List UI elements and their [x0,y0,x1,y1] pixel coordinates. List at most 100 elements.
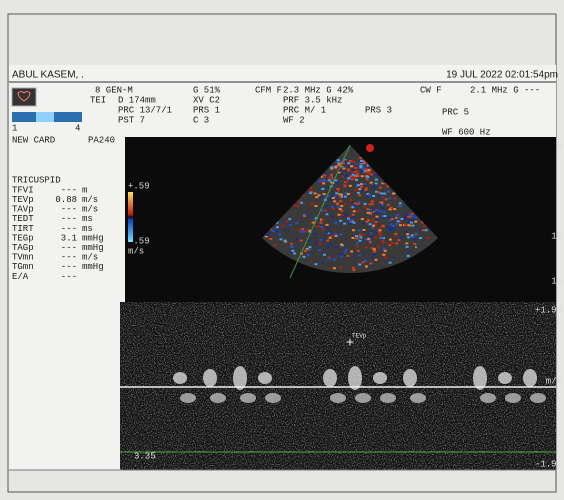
flow-pixel [403,216,407,219]
flow-pixel [356,210,360,213]
flow-pixel [416,245,420,248]
setting: WF 600 Hz [442,127,491,137]
flow-pixel [271,230,275,232]
flow-pixel [347,165,351,168]
flow-pixel [346,168,350,171]
flow-pixel [362,222,366,225]
flow-pixel [308,229,311,232]
flow-pixel [332,258,336,261]
flow-pixel [341,162,345,165]
setting: XV C2 [193,95,220,105]
flow-pixel [313,218,317,221]
measure-value: 3.1 [61,233,77,243]
flow-pixel [357,200,361,203]
flow-pixel [334,201,338,204]
measure-unit: ms [82,224,93,234]
flow-pixel [339,200,343,203]
flow-pixel [275,230,279,233]
flow-pixel [424,229,428,232]
flow-pixel [352,221,356,224]
flow-pixel [296,205,300,208]
flow-pixel [324,239,328,242]
flow-pixel [349,219,353,222]
flow-pixel [339,219,343,222]
measure-unit: mmHg [82,233,104,243]
flow-pixel [339,160,343,163]
flow-pixel [374,223,378,226]
flow-pixel [363,205,367,208]
flow-pixel [365,265,368,268]
flow-pixel [421,229,425,232]
flow-pixel [335,168,339,171]
flow-pixel [369,232,373,235]
flow-pixel [368,194,371,197]
flow-pixel [329,181,333,183]
flow-pixel [327,179,331,182]
flow-pixel [355,245,359,248]
color-top: +.59 [128,181,150,191]
flow-pixel [339,266,343,269]
flow-pixel [309,192,313,195]
flow-pixel [338,196,342,199]
flow-pixel [340,165,344,168]
flow-pixel [407,250,411,253]
flow-pixel [330,167,334,170]
measure-value: --- [61,214,77,224]
flow-pixel [340,209,344,212]
flow-pixel [363,168,367,171]
flow-pixel [321,209,325,212]
flow-pixel [351,237,355,239]
setting: C 3 [193,115,209,125]
flow-pixel [367,219,371,222]
flow-pixel [387,215,391,218]
flow-pixel [274,243,278,246]
flow-pixel [419,237,423,240]
flow-pixel [371,226,375,229]
flow-pixel [283,239,287,242]
flow-pixel [388,261,392,264]
patient-name: ABUL KASEM, . [12,70,84,81]
flow-pixel [388,244,392,247]
flow-pixel [356,202,360,205]
flow-pixel [334,235,338,237]
flow-pixel [413,243,417,245]
flow-pixel [288,218,292,221]
flow-pixel [391,224,395,227]
flow-pixel [385,183,389,185]
flow-pixel [327,198,331,201]
flow-pixel [341,175,345,178]
flow-pixel [342,167,346,170]
flow-pixel [411,224,415,227]
flow-envelope [480,393,496,403]
flow-pixel [391,192,395,195]
flow-pixel [358,254,362,257]
flow-pixel [337,206,341,209]
flow-pixel [349,175,353,178]
flow-pixel [299,239,303,242]
marker [366,144,374,152]
flow-pixel [275,226,279,229]
flow-envelope [523,369,537,387]
flow-pixel [267,232,271,235]
flow-pixel [393,257,397,259]
flow-pixel [352,229,355,232]
flow-pixel [368,208,372,211]
flow-pixel [394,234,398,237]
flow-pixel [381,224,385,227]
flow-pixel [370,173,374,176]
flow-envelope [173,372,187,384]
flow-pixel [296,238,300,241]
flow-pixel [331,194,334,197]
flow-pixel [374,178,378,181]
flow-pixel [360,183,363,186]
flow-pixel [313,192,317,195]
flow-pixel [330,206,334,208]
measure-title: TRICUSPID [12,175,61,185]
flow-pixel [364,189,368,191]
flow-pixel [380,192,383,195]
flow-pixel [347,174,351,177]
flow-pixel [384,198,388,201]
flow-pixel [283,229,287,232]
flow-pixel [275,221,279,224]
flow-pixel [319,221,323,224]
